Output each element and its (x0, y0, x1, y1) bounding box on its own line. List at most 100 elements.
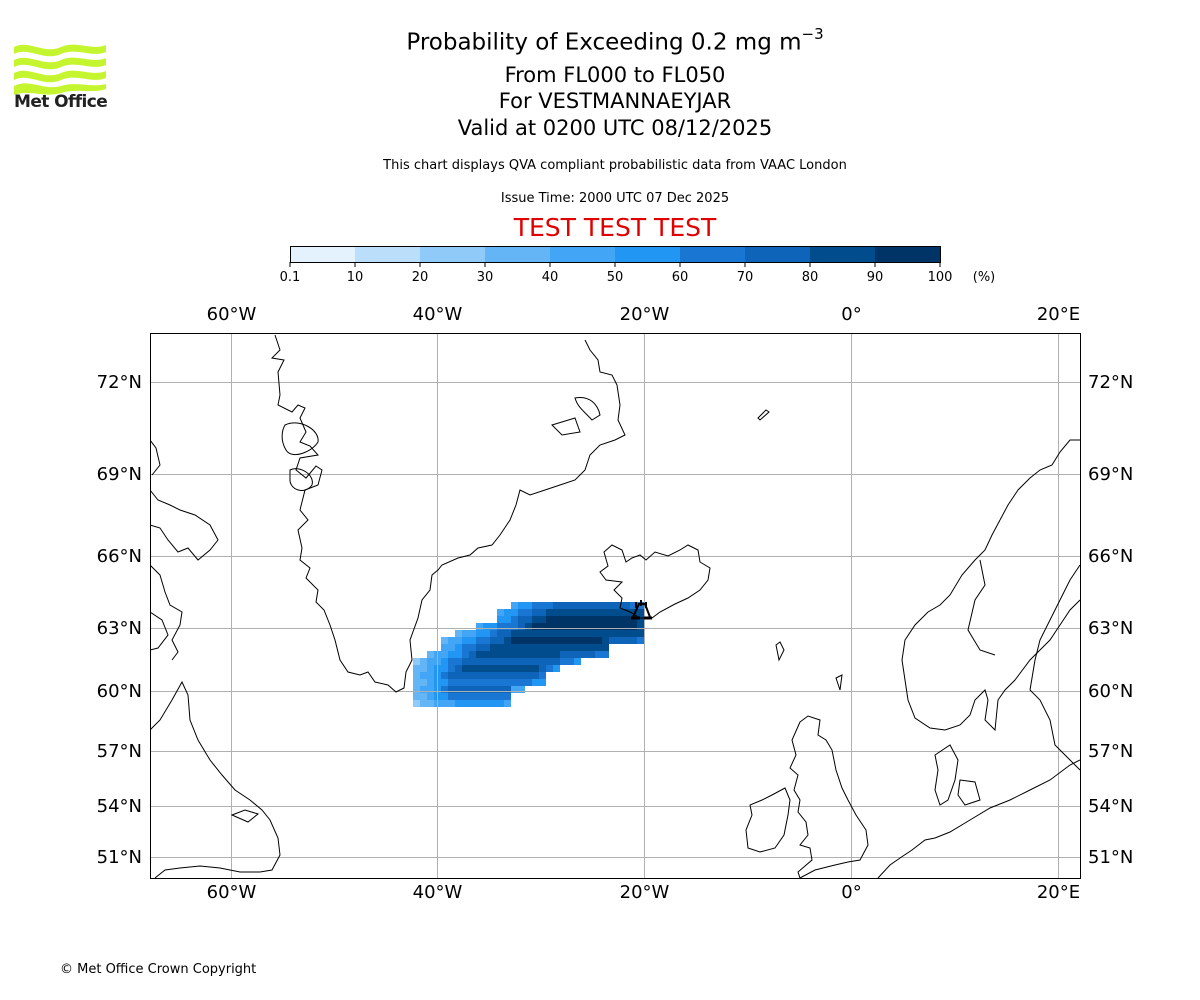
plume-cell (455, 686, 462, 693)
plume-cell (483, 658, 490, 665)
plume-cell (441, 651, 448, 658)
plume-cell (588, 637, 595, 644)
plume-cell (630, 602, 637, 609)
plume-cell (476, 665, 483, 672)
plume-cell (441, 686, 448, 693)
plume-cell (539, 644, 546, 651)
plume-cell (504, 665, 511, 672)
colorbar-swatch (810, 246, 876, 262)
plume-cell (546, 616, 553, 623)
plume-cell (511, 637, 518, 644)
chart-title-text: Probability of Exceeding 0.2 mg m (406, 29, 802, 56)
plume-cell (511, 686, 518, 693)
plume-cell (462, 693, 469, 700)
plume-cell (469, 644, 476, 651)
plume-cell (574, 651, 581, 658)
latitude-label: 54°N (1088, 795, 1134, 817)
colorbar-swatches (290, 246, 941, 262)
plume-cell (616, 602, 623, 609)
plume-cell (455, 651, 462, 658)
latitude-label: 72°N (96, 371, 142, 393)
plume-cell (420, 686, 427, 693)
plume-cell (574, 658, 581, 665)
coastline-scandinavia (901, 439, 1080, 732)
plume-cell (630, 609, 637, 616)
plume-cell (511, 630, 518, 637)
plume-cell (427, 651, 434, 658)
plume-cell (595, 644, 602, 651)
plume-cell (602, 602, 609, 609)
plume-cell (504, 693, 511, 700)
plume-cell (427, 693, 434, 700)
plume-cell (469, 672, 476, 679)
plume-cell (532, 679, 539, 686)
plume-cell (420, 700, 427, 707)
plume-cell (448, 679, 455, 686)
plume-cell (539, 679, 546, 686)
latitude-label: 72°N (1088, 371, 1134, 393)
plume-cell (532, 623, 539, 630)
colorbar-tick-label: 10 (346, 270, 364, 285)
plume-cell (518, 637, 525, 644)
plume-cell (469, 630, 476, 637)
plume-cell (476, 658, 483, 665)
colorbar-swatch (550, 246, 616, 262)
plume-cell (504, 609, 511, 616)
plume-cell (553, 651, 560, 658)
plume-cell (476, 679, 483, 686)
plume-cell (413, 672, 420, 679)
plume-cell (413, 679, 420, 686)
coastline-greenland (270, 334, 626, 693)
plume-cell (553, 658, 560, 665)
longitude-label: 20°E (1036, 304, 1081, 325)
colorbar-ticks (289, 262, 941, 267)
latitude-label: 54°N (96, 795, 142, 817)
chart-title: Probability of Exceeding 0.2 mg m−3 (0, 25, 1200, 56)
plume-cell (497, 651, 504, 658)
plume-cell (490, 665, 497, 672)
colorbar-swatch (745, 246, 811, 262)
plume-cell (567, 651, 574, 658)
plume-cell (567, 658, 574, 665)
plume-cell (518, 609, 525, 616)
plume-cell (497, 637, 504, 644)
met-office-logo-text: Met Office (14, 92, 108, 112)
plume-cell (490, 693, 497, 700)
plume-cell (546, 651, 553, 658)
plume-cell (511, 665, 518, 672)
plume-cell (581, 644, 588, 651)
plume-cell (609, 637, 616, 644)
plume-cell (483, 637, 490, 644)
colorbar-swatch (875, 246, 941, 262)
plume-cell (567, 602, 574, 609)
met-office-logo (14, 44, 106, 95)
colorbar-tick-label: 70 (736, 270, 754, 285)
plume-cell (532, 658, 539, 665)
plume-cell (490, 623, 497, 630)
latitude-label: 51°N (1088, 846, 1134, 868)
plume-cell (504, 700, 511, 707)
plume-cell (532, 637, 539, 644)
colorbar-tick-label: 50 (606, 270, 624, 285)
plume-cell (581, 616, 588, 623)
plume-cell (490, 637, 497, 644)
plume-cell (441, 700, 448, 707)
colorbar-swatch (420, 246, 486, 262)
plume-cell (539, 658, 546, 665)
plume-cell (525, 651, 532, 658)
plume-cell (476, 651, 483, 658)
plume-cell (448, 700, 455, 707)
plume-cell (511, 623, 518, 630)
plume-cell (427, 679, 434, 686)
plume-cell (490, 651, 497, 658)
plume-cell (616, 623, 623, 630)
plume-cell (546, 658, 553, 665)
plume-cell (560, 623, 567, 630)
plume-cell (595, 630, 602, 637)
plume-cell (497, 679, 504, 686)
plume-cell (462, 665, 469, 672)
plume-cell (588, 644, 595, 651)
plume-cell (518, 686, 525, 693)
plume-cell (532, 630, 539, 637)
